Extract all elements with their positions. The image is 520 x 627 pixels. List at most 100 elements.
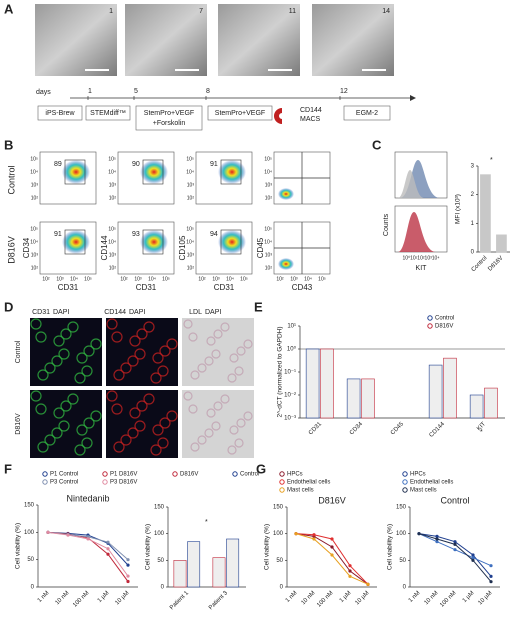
data-point <box>86 537 90 541</box>
bar <box>187 541 201 588</box>
day: 1 <box>88 88 92 95</box>
tick-label: 10³ <box>290 276 298 282</box>
bar <box>320 348 334 419</box>
cell <box>211 349 221 359</box>
significance: * <box>480 429 483 436</box>
cell <box>150 372 162 384</box>
x-tick-label: KIT <box>476 421 487 432</box>
tick-label: 10⁵ <box>240 276 248 282</box>
legend-swatch <box>102 479 108 485</box>
x-tick-label: 10 µM <box>477 590 493 606</box>
cell <box>81 365 93 377</box>
x-tick-label: CD144 <box>429 421 447 439</box>
y-tick-label: 50 <box>276 558 283 564</box>
arrow-head <box>410 95 416 101</box>
cell <box>30 318 42 330</box>
y-tick-label: 150 <box>154 505 165 511</box>
y-tick-label: 0 <box>280 585 284 591</box>
tick-label: 10² <box>42 276 50 282</box>
legend-entry: Mast cells <box>410 488 437 494</box>
legend-entry: Mast cells <box>287 488 314 494</box>
cell <box>211 421 221 431</box>
tick-label: 10⁴ <box>108 239 116 245</box>
chart-title: Control <box>440 495 469 505</box>
x-tick-label: 1 µM <box>462 590 476 604</box>
cell <box>83 345 95 357</box>
micrograph <box>35 4 117 76</box>
x-tick-label: 100 nM <box>316 590 334 608</box>
y-label: Cell viability (%) <box>264 524 271 570</box>
tick-label: 10⁴ <box>70 276 78 282</box>
data-point <box>471 558 475 562</box>
tick-label: 10² <box>198 276 206 282</box>
cell <box>204 428 214 438</box>
x-tick-label: 10 nM <box>300 590 316 606</box>
gate <box>64 159 86 185</box>
series-line <box>418 533 492 577</box>
significance: * <box>490 157 493 164</box>
data-point <box>294 532 298 536</box>
bar <box>226 538 240 588</box>
image-number: 11 <box>289 8 296 15</box>
day: 12 <box>340 88 348 95</box>
legend-entry: P1 Control <box>50 472 78 478</box>
step-box <box>207 105 273 121</box>
cell <box>229 425 239 435</box>
legend-entry: D816V <box>435 324 453 330</box>
cell <box>58 348 70 360</box>
flow-cloud <box>140 230 168 254</box>
bar <box>346 378 361 419</box>
cell <box>37 441 49 453</box>
cell <box>159 417 171 429</box>
micrograph <box>182 318 254 386</box>
data-point <box>453 548 457 552</box>
micrograph <box>125 4 207 76</box>
micrograph <box>106 318 178 386</box>
row-label: Control <box>15 340 22 363</box>
series-line <box>295 533 369 585</box>
legend-entry: Endothelial cells <box>410 480 453 486</box>
y-tick-label: 10⁻¹ <box>284 370 296 376</box>
cell <box>129 335 141 347</box>
cell <box>197 435 207 445</box>
cell <box>74 372 86 384</box>
cell <box>67 393 79 405</box>
gate-value: 91 <box>54 231 62 238</box>
cell <box>81 437 93 449</box>
x-tick-label: 100 nM <box>439 590 457 608</box>
cell <box>213 329 223 339</box>
cell <box>37 369 49 381</box>
x-tick-label: 1 µM <box>339 590 353 604</box>
image-number: 7 <box>199 8 203 15</box>
data-point <box>330 537 334 541</box>
data-point <box>435 540 439 544</box>
cell <box>111 403 123 415</box>
panel-label: G <box>256 461 266 476</box>
tick-label: 10⁴ <box>30 239 38 245</box>
cell <box>157 365 169 377</box>
y-label: Counts <box>383 213 390 236</box>
micrograph <box>312 4 394 76</box>
legend-swatch <box>402 471 408 477</box>
cell <box>227 373 237 383</box>
legend-entry: Control <box>435 316 454 322</box>
y-tick-label: 10⁻² <box>284 393 296 399</box>
cell <box>74 444 86 456</box>
tick-label: 10⁵ <box>30 226 38 232</box>
y-tick-label: 2 <box>471 192 475 198</box>
flow-cloud <box>218 230 246 254</box>
data-point <box>86 535 90 539</box>
tick-label: 10² <box>109 265 117 271</box>
data-point <box>471 553 475 557</box>
data-point <box>126 579 130 584</box>
step: MACS <box>300 116 321 123</box>
tick-label: 10⁴ <box>186 239 194 245</box>
tick-label: 10⁵ <box>186 226 194 232</box>
cell <box>60 328 72 340</box>
cell <box>220 394 230 404</box>
y-tick-label: 0 <box>31 585 35 591</box>
panel-label: A <box>4 1 14 16</box>
stain-label: DAPI <box>129 309 145 316</box>
data-point <box>46 530 50 534</box>
